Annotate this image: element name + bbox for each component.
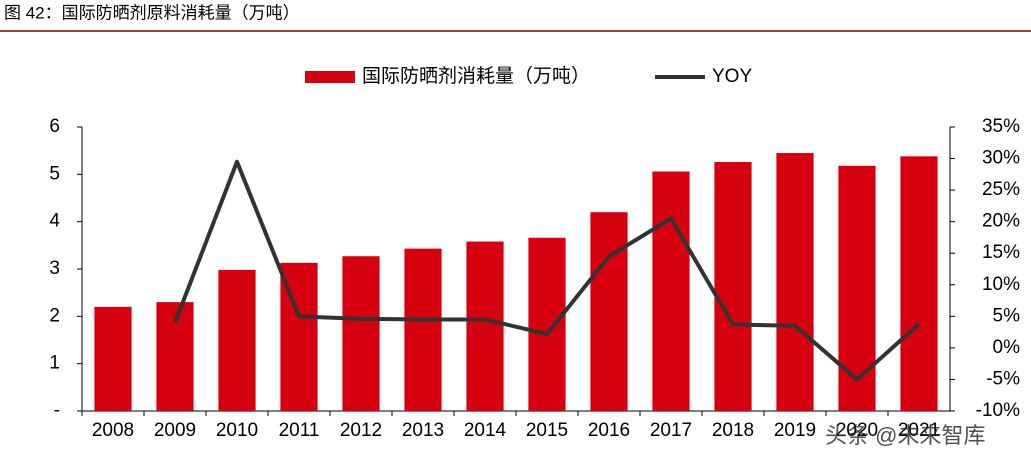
y-tick-label: 6 (49, 116, 60, 137)
x-tick-label: 2020 (836, 420, 878, 441)
bar (714, 162, 752, 411)
y2-tick-label: -10% (976, 400, 1020, 421)
legend-label: 国际防晒剂消耗量（万吨） (362, 65, 590, 87)
legend-label: YOY (712, 66, 752, 87)
y2-tick-label: 20% (982, 211, 1020, 232)
y2-tick-label: 5% (993, 305, 1021, 326)
bar (838, 165, 876, 411)
y2-tick-label: 35% (982, 116, 1020, 137)
bar (466, 241, 504, 411)
y2-tick-label: 25% (982, 179, 1020, 200)
x-tick-label: 2011 (279, 420, 320, 441)
watermark: 头条 @未来智库 (825, 423, 985, 448)
bar (900, 156, 938, 411)
bar (528, 237, 566, 411)
x-tick-label: 2013 (402, 420, 444, 441)
y-tick-label: 3 (49, 258, 60, 279)
y2-tick-label: 0% (993, 337, 1021, 358)
bar (218, 269, 256, 411)
bar (404, 248, 442, 411)
x-tick-label: 2009 (154, 420, 196, 441)
bar (776, 153, 814, 412)
legend-swatch (305, 71, 355, 83)
y2-tick-label: 30% (982, 148, 1020, 169)
line (173, 159, 921, 382)
bar (94, 306, 132, 411)
x-tick-label: 2008 (92, 420, 134, 441)
x-tick-label: 2017 (650, 420, 692, 441)
x-tick-label: 2018 (712, 420, 754, 441)
x-tick-label: 2019 (774, 420, 816, 441)
y-tick-label: 5 (49, 163, 60, 184)
bar (652, 171, 690, 411)
x-tick-label: 2021 (898, 420, 940, 441)
x-tick-label: 2016 (588, 420, 630, 441)
y2-tick-label: -5% (986, 368, 1020, 389)
x-tick-label: 2015 (526, 420, 568, 441)
x-tick-label: 2010 (216, 420, 258, 441)
bar (590, 212, 628, 411)
y-tick-label: - (54, 400, 60, 421)
x-tick-label: 2014 (464, 420, 507, 441)
y-tick-label: 1 (49, 353, 60, 374)
x-tick-label: 2012 (340, 420, 382, 441)
chart-title: 图 42：国际防晒剂原料消耗量（万吨） (4, 3, 300, 22)
y-tick-label: 4 (49, 211, 60, 232)
y2-tick-label: 15% (982, 242, 1020, 263)
y-tick-label: 2 (49, 305, 60, 326)
bar (342, 256, 380, 411)
y2-tick-label: 10% (982, 274, 1020, 295)
